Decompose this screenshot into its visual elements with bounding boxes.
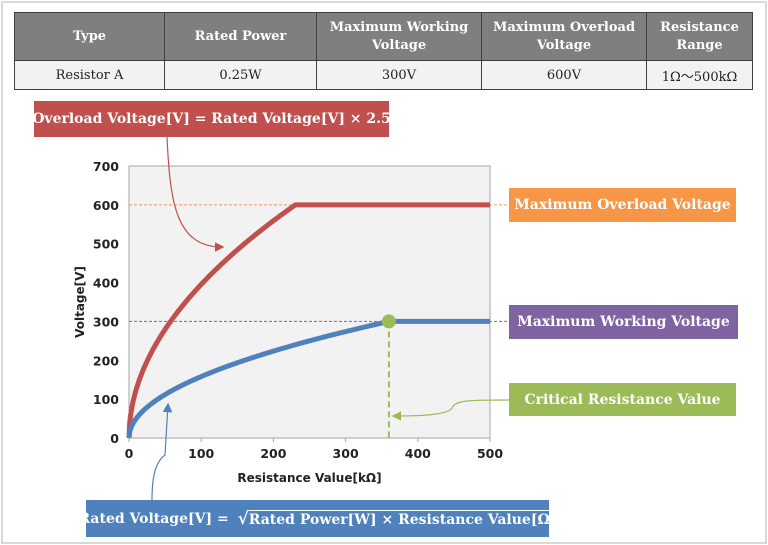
y-tick-label: 400 (93, 276, 119, 291)
x-tick-label: 200 (260, 446, 286, 461)
cell-max-overload: 600V (481, 60, 647, 90)
rated-formula-box: Rated Voltage[V] = √ Rated Power[W] × Re… (78, 500, 557, 537)
y-tick-label: 0 (110, 431, 119, 446)
header-max-overload: Maximum Overload Voltage (481, 12, 647, 61)
sqrt-symbol: √ (237, 508, 249, 529)
x-tick-label: 0 (125, 446, 134, 461)
critical-resistance-label: Critical Resistance Value (509, 383, 736, 416)
x-axis-label: Resistance Value[kΩ] (237, 471, 381, 485)
cell-rated-power: 0.25W (164, 60, 317, 90)
y-tick-label: 700 (93, 159, 119, 174)
cell-type: Resistor A (14, 60, 165, 90)
max-overload-label: Maximum Overload Voltage (509, 188, 736, 222)
overload-formula-box: Overload Voltage[V] = Rated Voltage[V] ×… (32, 101, 391, 137)
x-tick-label: 300 (333, 446, 359, 461)
overload-voltage-curve (126, 202, 490, 439)
rated-arrow (151, 402, 173, 501)
header-resistance-range: Resistance Range (646, 12, 753, 61)
critical-arrow (391, 399, 510, 421)
rated-formula-left: Rated Voltage[V] = (78, 510, 234, 527)
x-tick-label: 100 (188, 446, 214, 461)
y-tick-label: 100 (93, 392, 119, 407)
overload-arrow (166, 136, 225, 252)
spec-table: Type Rated Power Maximum Working Voltage… (14, 12, 753, 90)
cell-resistance-range: 1Ω〜500kΩ (646, 60, 753, 90)
plot-area (128, 165, 491, 439)
max-working-label: Maximum Working Voltage (509, 305, 738, 339)
y-tick-label: 600 (93, 198, 119, 213)
cell-max-working: 300V (316, 60, 482, 90)
x-tick-label: 500 (477, 446, 503, 461)
y-tick-label: 500 (93, 237, 119, 252)
rated-voltage-curve (126, 318, 490, 439)
rated-formula-inner: Rated Power[W] × Resistance Value[Ω] (248, 509, 557, 528)
y-axis-label: Voltage[V] (73, 266, 87, 338)
table-header-row: Type Rated Power Maximum Working Voltage… (14, 12, 753, 61)
y-tick-label: 200 (93, 353, 119, 368)
table-row: Resistor A 0.25W 300V 600V 1Ω〜500kΩ (14, 60, 753, 90)
x-tick-label: 400 (405, 446, 431, 461)
y-tick-label: 300 (93, 314, 119, 329)
critical-point-marker (381, 314, 396, 329)
